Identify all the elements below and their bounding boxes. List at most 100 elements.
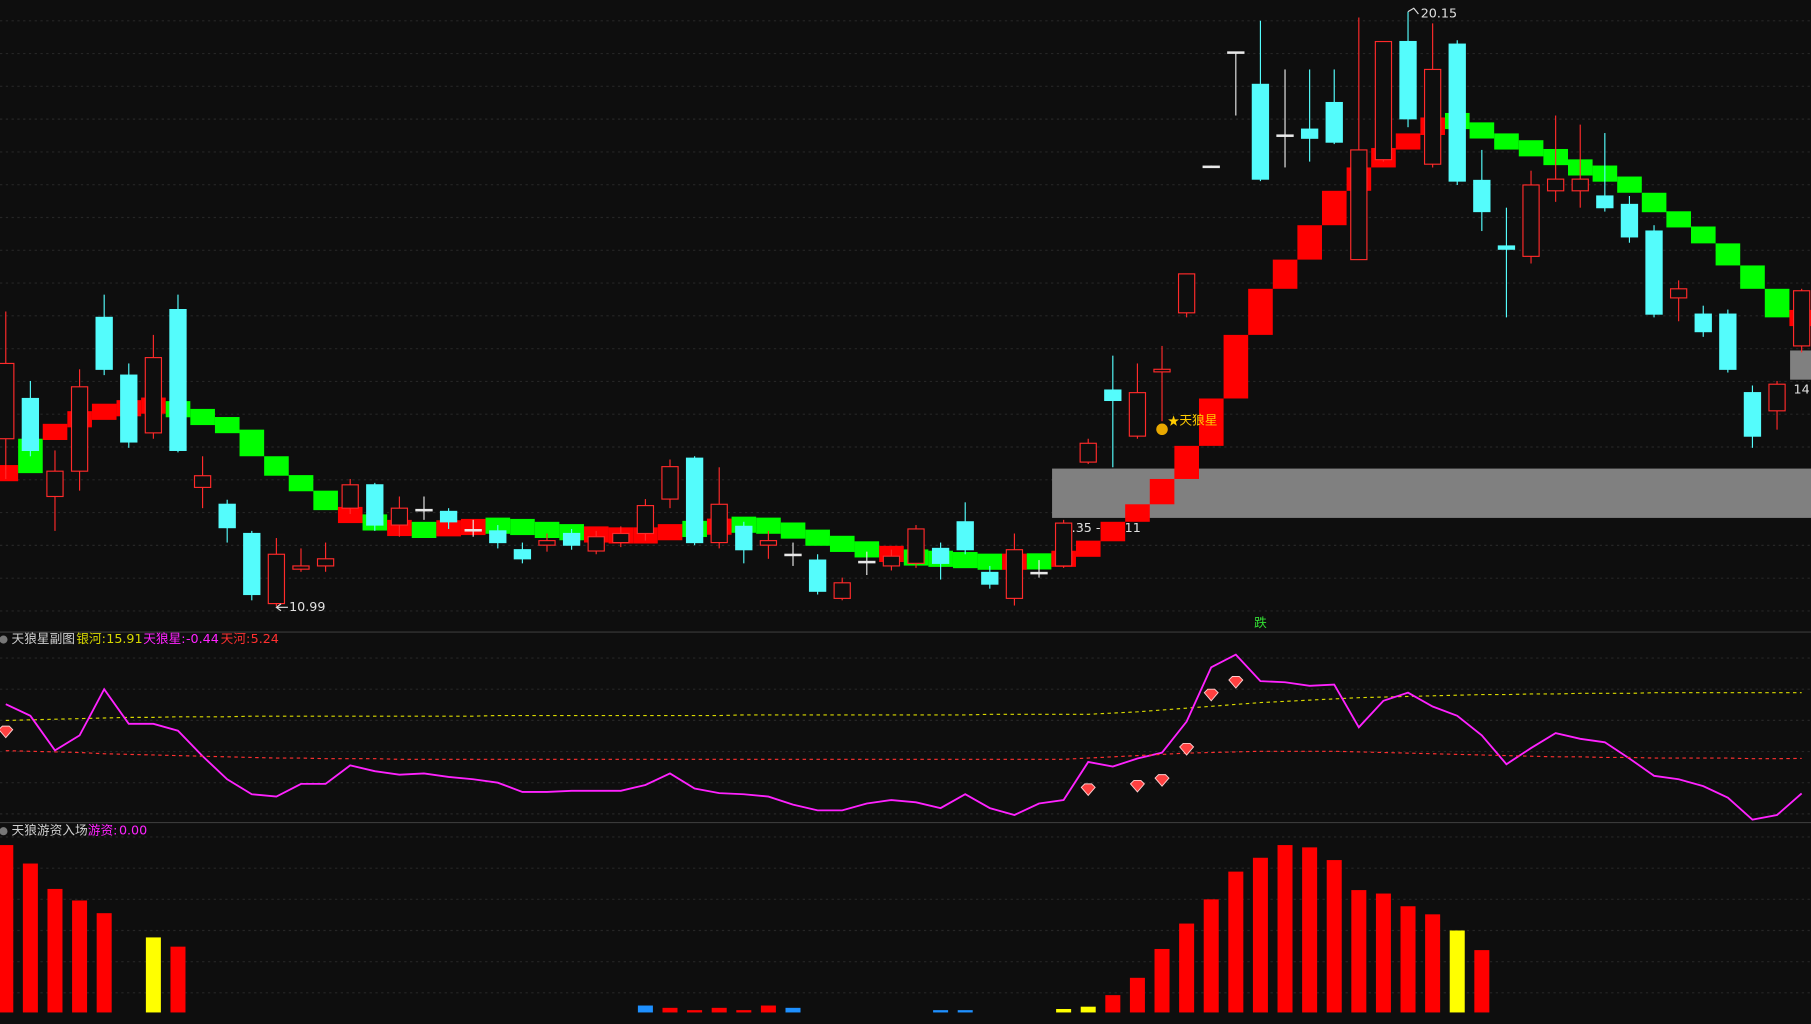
candle-body [1177,273,1196,314]
candle-body [1719,313,1737,370]
candle-body [46,470,64,498]
high-label: 20.15 [1421,5,1457,20]
bar [72,900,88,1013]
bar [1351,890,1367,1013]
candle-body [144,357,163,434]
trend-band [1125,504,1150,522]
candle-body [1300,128,1319,139]
candle-body [464,529,482,532]
indicator-name: 游资: [88,823,118,838]
bar [957,1010,973,1013]
series-line [5,653,1803,821]
trend-band [1617,176,1642,193]
candle-body [1694,313,1712,333]
candle-body [1251,83,1270,180]
panel-title: 天狼游资入场 [12,823,88,838]
trend-band [1075,540,1101,557]
trend-band [854,541,880,558]
candle-body [316,558,335,567]
trend-band [91,403,117,420]
candle-body [1276,134,1294,137]
candle-body [685,457,704,544]
candle-body [267,553,286,605]
trend-band [1223,334,1249,399]
trend-band [288,475,314,492]
candle-body [292,565,310,570]
trend-band [1149,478,1175,505]
candle-body [833,582,851,599]
bar [1252,857,1268,1013]
annotation: 天狼星 [1179,413,1217,428]
trend-band [313,490,338,511]
candle-body [513,549,532,560]
bar [0,845,14,1013]
bar [760,1005,776,1013]
trend-band [411,521,437,538]
bar [1056,1008,1072,1013]
candle-body [858,560,876,564]
trend-band [0,465,19,482]
trend-band [1198,398,1224,446]
trend-band [1100,521,1126,542]
zone [1790,350,1811,380]
low-arrow-head [275,603,282,612]
candle-body [931,547,950,564]
trend-band [337,506,363,524]
annotation: 跌 [1254,615,1267,630]
trend-band [1641,192,1667,213]
bar [1080,1006,1096,1013]
trend-band [1740,265,1765,289]
trend-band [1764,288,1790,318]
candle-body [0,362,15,440]
trend-band [1272,259,1298,289]
trend-band [239,429,265,457]
candle-body [1571,178,1589,192]
low-label: 10.99 [289,599,325,614]
bar [1375,893,1391,1013]
candle-body [95,316,113,370]
candle-body [538,540,556,546]
bar [1228,871,1244,1013]
trend-band [1395,133,1421,150]
candle-body [193,475,212,488]
candle-body [661,466,679,500]
candle-body [70,386,89,472]
trend-band [1690,226,1716,244]
candle-body [587,536,605,552]
candle-body [1522,184,1540,257]
candle-body [1669,288,1688,299]
candle-body [1054,522,1073,567]
trend-band [1248,288,1273,335]
candle-body [1448,43,1466,182]
bar [170,946,186,1013]
trend-band [977,553,1003,570]
bar [1326,860,1342,1013]
candle-body [882,555,901,567]
legend-value: 5.24 [251,631,279,646]
bar [711,1007,727,1013]
candle-body [21,397,40,451]
bar [736,1010,752,1013]
candle-body [1104,389,1122,402]
signal [0,725,14,739]
candle-body [1128,392,1147,437]
bar [145,937,161,1013]
candle-body [366,484,384,526]
bar [1277,845,1293,1013]
legend-name: 天狼星: [143,631,185,646]
bar [47,888,63,1013]
candle-body [612,532,630,544]
candle-body [1423,68,1442,165]
trend-band [1518,140,1544,157]
trend-band [657,524,683,541]
bar [1203,899,1219,1013]
bar [687,1010,703,1013]
candle-body [1792,290,1811,347]
signal [1080,783,1096,797]
candle-body [1227,51,1245,54]
candle-body [439,510,458,523]
candle-body [735,525,753,551]
bar [1154,948,1170,1013]
